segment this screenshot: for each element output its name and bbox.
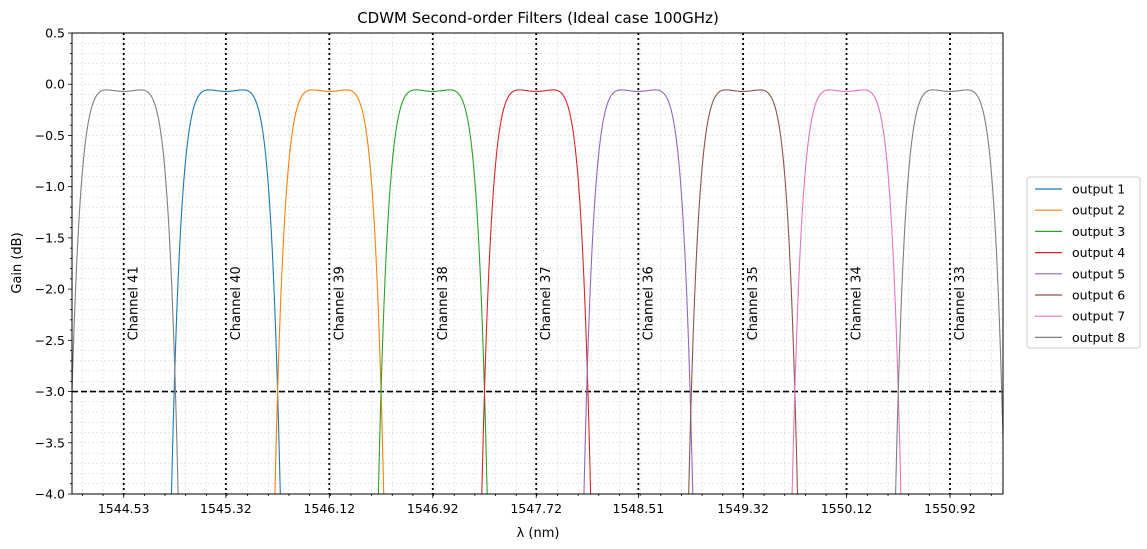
y-tick-label: −2.5 [35,333,65,348]
channel-marker-label: Channel 37 [539,266,554,340]
channel-marker-label: Channel 33 [953,266,968,340]
legend-label: output 2 [1072,203,1125,218]
channel-marker-label: Channel 35 [746,266,761,340]
x-axis-ticks: 1544.53 1545.32 1546.12 1546.92 1547.72 1548.… [82,494,992,516]
legend-label: output 6 [1072,288,1125,303]
y-tick-label: −0.5 [35,128,65,143]
y-tick-label: −1.0 [35,179,65,194]
x-tick-label: 1550.12 [821,501,873,516]
x-tick-label: 1549.32 [717,501,769,516]
series-line-output-6 [688,89,799,495]
legend-frame [1026,176,1141,349]
y-tick-label: −3.5 [35,435,65,450]
x-axis-label: λ (nm) [517,526,560,541]
y-axis-ticks: 0.5 0.0 −0.5 −1.0 −1.5 −2.0 −2.5 −3.0 −3.5 −4.0 [35,26,72,502]
legend-label: output 4 [1072,245,1125,260]
series-line-output-7 [791,89,902,495]
x-tick-label: 1546.12 [303,501,355,516]
legend-label: output 8 [1072,330,1125,345]
legend-label: output 3 [1072,224,1125,239]
y-tick-label: 0.5 [45,26,65,41]
x-tick-label: 1547.72 [510,501,562,516]
y-tick-label: −3.0 [35,384,65,399]
legend-label: output 7 [1072,309,1125,324]
series-line-output-1 [170,89,281,495]
series-line-output-4 [481,89,592,495]
channel-marker-label: Channel 40 [229,266,244,340]
series-line-output-8 [71,89,179,495]
y-tick-label: 0.0 [45,77,65,92]
series-line-output-3 [377,89,488,495]
channel-markers: Channel 41 Channel 40 Channel 39 Channel 38… [122,33,968,494]
y-tick-label: −4.0 [35,487,65,502]
y-tick-label: −2.0 [35,282,65,297]
plot-frame [71,32,1004,495]
legend-label: output 5 [1072,266,1125,281]
x-tick-label: 1548.51 [613,501,665,516]
legend-label: output 1 [1072,182,1125,197]
y-axis-label: Gain (dB) [10,232,25,293]
channel-marker-label: Channel 41 [127,266,142,340]
chart-title: CDWM Second-order Filters (Ideal case 10… [357,9,719,27]
series-line-output-2 [274,89,385,495]
x-tick-label: 1550.92 [924,501,976,516]
series-lines [71,89,1004,495]
series-line-output-8 [895,89,1004,495]
x-tick-label: 1544.53 [98,501,150,516]
y-tick-label: −1.5 [35,230,65,245]
x-tick-label: 1546.92 [407,501,459,516]
channel-marker-label: Channel 34 [850,266,865,340]
channel-marker-label: Channel 39 [332,266,347,340]
channel-marker-label: Channel 38 [436,266,451,340]
legend: output 1 output 2 output 3 output 4 output 5… [1026,176,1141,349]
grid [72,32,1003,495]
channel-marker-label: Channel 36 [641,266,656,340]
series-line-output-5 [583,89,694,495]
x-tick-label: 1545.32 [200,501,252,516]
